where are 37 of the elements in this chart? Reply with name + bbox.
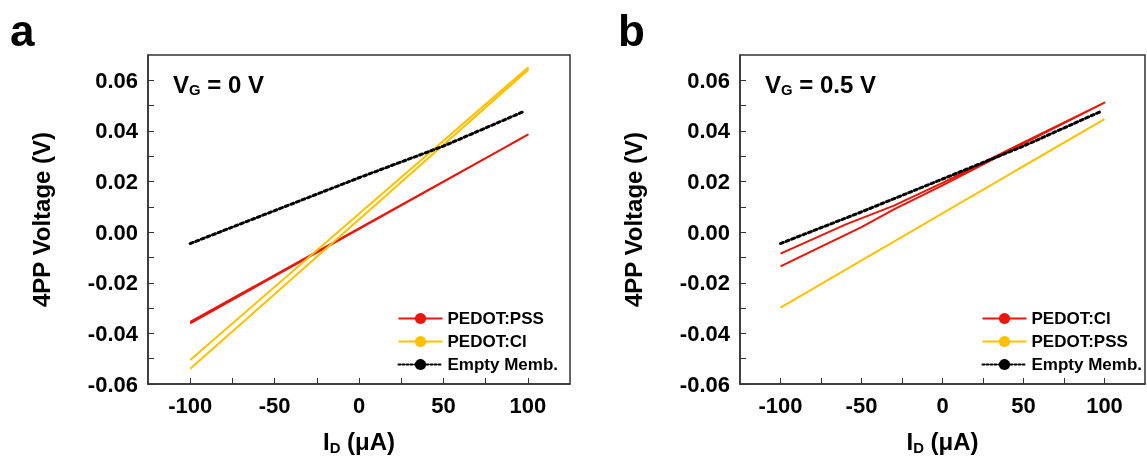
x-tick-label: 100	[1086, 392, 1123, 418]
text: b	[618, 5, 645, 55]
text: a	[10, 5, 35, 55]
legend-label: PEDOT:PSS	[447, 309, 544, 328]
y-tick-label: 0.04	[95, 118, 139, 144]
legend-label: Empty Memb.	[447, 355, 559, 374]
y-axis-title: 4PP Voltage (V)	[619, 131, 647, 308]
legend-label: PEDOT:PSS	[1031, 332, 1128, 351]
y-tick-label: 0.06	[687, 67, 730, 93]
y-tick-label: 0.02	[95, 169, 138, 195]
legend-label: PEDOT:Cl	[1031, 309, 1111, 328]
y-tick-label: 0.00	[687, 219, 730, 245]
x-tick-label: -50	[258, 392, 291, 418]
line-series	[188, 110, 525, 246]
y-tick-label: -0.04	[679, 320, 731, 346]
y-tick-label: 0.06	[95, 67, 138, 93]
y-tick-label: -0.06	[679, 371, 730, 397]
y-tick-label: -0.06	[87, 371, 138, 397]
y-tick-label: 0.04	[687, 118, 731, 144]
y-tick-label: -0.02	[679, 270, 730, 296]
x-tick-label: -50	[845, 392, 878, 418]
x-tick-label: 100	[509, 392, 547, 418]
x-tick-label: 50	[431, 392, 456, 418]
y-tick-label: -0.04	[87, 320, 139, 346]
x-tick-label: -100	[758, 392, 803, 418]
y-tick-label: -0.02	[87, 270, 138, 296]
y-tick-label: 0.00	[95, 219, 138, 245]
line-series	[779, 110, 1102, 246]
y-tick-label: 0.02	[687, 169, 730, 195]
legend-label: PEDOT:Cl	[447, 332, 527, 351]
y-axis-title: 4PP Voltage (V)	[27, 131, 55, 308]
line-series	[779, 101, 1106, 268]
x-tick-label: 0	[352, 392, 366, 418]
x-tick-label: 0	[936, 392, 949, 418]
x-tick-label: 50	[1011, 392, 1036, 418]
legend-label: Empty Memb.	[1031, 355, 1143, 374]
x-tick-label: -100	[168, 392, 213, 418]
